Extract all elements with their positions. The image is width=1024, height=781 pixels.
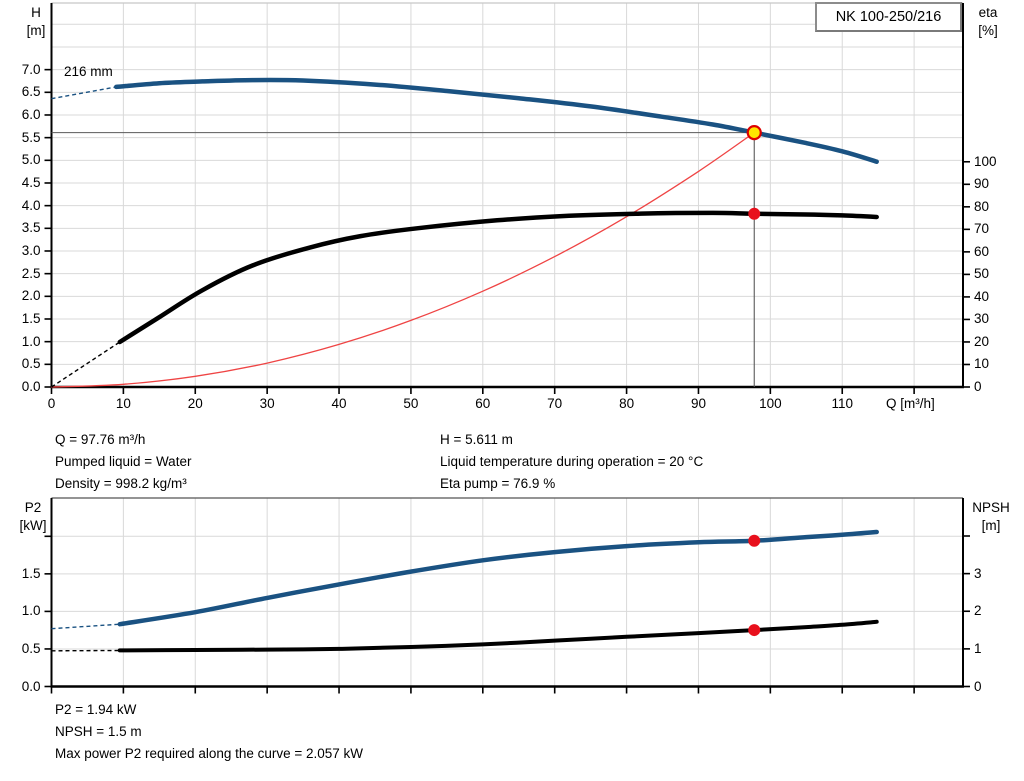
tick-label: 4.5 xyxy=(21,174,41,190)
p2-value: P2 = 1.94 kW xyxy=(55,702,137,717)
duty-info-right: H = 5.611 m Liquid temperature during op… xyxy=(440,429,703,495)
density-value: Density = 998.2 kg/m³ xyxy=(55,476,187,491)
pump-name-box[interactable]: NK 100-250/216 xyxy=(815,2,962,32)
tick-label: 3 xyxy=(974,565,982,581)
power-info: P2 = 1.94 kW NPSH = 1.5 m Max power P2 r… xyxy=(55,699,363,765)
tick-label: 1 xyxy=(974,640,982,656)
tick-label: 1.0 xyxy=(21,603,41,619)
h-axis-label: H [m] xyxy=(14,4,58,40)
eta-pump-value: Eta pump = 76.9 % xyxy=(440,476,556,491)
tick-label: 7.0 xyxy=(21,61,41,77)
tick-label: 20 xyxy=(187,396,203,411)
eta-axis-symbol: eta xyxy=(978,5,998,20)
head-curve-216mm[interactable] xyxy=(113,77,879,164)
q-axis-label: Q [m³/h] xyxy=(886,396,935,411)
npsh-point[interactable] xyxy=(748,624,761,637)
system-curve[interactable] xyxy=(50,131,755,388)
p2-axis-symbol: P2 xyxy=(24,500,42,515)
head-value: H = 5.611 m xyxy=(440,432,513,447)
tick-label: 1.5 xyxy=(21,310,41,326)
tick-label: 0 xyxy=(974,379,982,394)
tick-label: 60 xyxy=(974,243,990,259)
tick-label: 100 xyxy=(974,153,997,169)
max-power-value: Max power P2 required along the curve = … xyxy=(55,746,364,761)
tick-label: 80 xyxy=(974,198,990,214)
impeller-diameter-label: 216 mm xyxy=(64,64,113,79)
tick-label: 90 xyxy=(974,176,990,192)
npsh-axis-label: NPSH [m] xyxy=(962,499,1020,535)
npsh-axis-unit: [m] xyxy=(981,518,1001,533)
tick-label: 40 xyxy=(974,288,990,304)
tick-label: 70 xyxy=(547,396,563,411)
duty-info-left: Q = 97.76 m³/h Pumped liquid = Water Den… xyxy=(55,429,191,495)
tick-label: 3.5 xyxy=(21,220,41,236)
head-curve-216mm-dashed xyxy=(51,86,117,100)
tick-label: 10 xyxy=(115,396,131,411)
tick-label: 1.0 xyxy=(21,333,41,349)
tick-label: 2.0 xyxy=(21,288,41,304)
tick-label: 10 xyxy=(974,356,990,372)
eta-axis-label: eta [%] xyxy=(966,4,1010,40)
tick-label: 0 xyxy=(974,678,982,694)
tick-label: 6.5 xyxy=(21,84,41,100)
duty-point[interactable] xyxy=(746,125,762,141)
tick-label: 3.0 xyxy=(21,242,41,258)
p2-point[interactable] xyxy=(748,534,761,547)
npsh-value: NPSH = 1.5 m xyxy=(55,724,142,739)
efficiency-point[interactable] xyxy=(748,207,761,220)
npsh-curve[interactable] xyxy=(117,619,879,653)
tick-label: 0 xyxy=(47,396,56,411)
tick-label: 0.0 xyxy=(21,379,41,394)
liquid-temperature-value: Liquid temperature during operation = 20… xyxy=(440,454,704,469)
tick-label: 80 xyxy=(619,396,635,411)
tick-label: 2 xyxy=(974,603,982,619)
p2-axis-unit: [kW] xyxy=(19,518,47,533)
p2-axis-label: P2 [kW] xyxy=(10,499,56,535)
flow-value: Q = 97.76 m³/h xyxy=(55,432,146,447)
npsh-axis-symbol: NPSH xyxy=(972,500,1010,515)
tick-label: 6.0 xyxy=(21,106,41,122)
p2-npsh-chart[interactable] xyxy=(44,497,971,694)
tick-label: 50 xyxy=(403,396,419,411)
tick-label: 1.5 xyxy=(21,565,41,581)
tick-label: 30 xyxy=(259,396,275,411)
h-axis-unit: [m] xyxy=(26,23,46,38)
efficiency-curve[interactable] xyxy=(117,210,879,345)
qh-eta-chart[interactable] xyxy=(44,2,971,394)
pumped-liquid-value: Pumped liquid = Water xyxy=(55,454,192,469)
tick-label: 90 xyxy=(690,396,706,411)
tick-label: 0.5 xyxy=(21,356,41,372)
p2-curve-dashed xyxy=(51,623,120,630)
tick-label: 40 xyxy=(331,396,347,411)
tick-label: 110 xyxy=(831,396,853,411)
tick-label: 100 xyxy=(759,396,782,411)
eta-axis-unit: [%] xyxy=(978,23,998,38)
tick-label: 50 xyxy=(974,266,990,282)
tick-label: 20 xyxy=(974,333,990,349)
tick-label: 30 xyxy=(974,311,990,327)
tick-label: 4.0 xyxy=(21,197,41,213)
tick-label: 2.5 xyxy=(21,265,41,281)
tick-label: 5.5 xyxy=(21,129,41,145)
tick-label: 0.0 xyxy=(21,678,41,694)
tick-label: 5.0 xyxy=(21,152,41,168)
p2-curve[interactable] xyxy=(117,529,879,627)
tick-label: 70 xyxy=(974,221,990,237)
h-axis-symbol: H xyxy=(31,5,41,20)
tick-label: 0.5 xyxy=(21,640,41,656)
tick-label: 60 xyxy=(475,396,491,411)
